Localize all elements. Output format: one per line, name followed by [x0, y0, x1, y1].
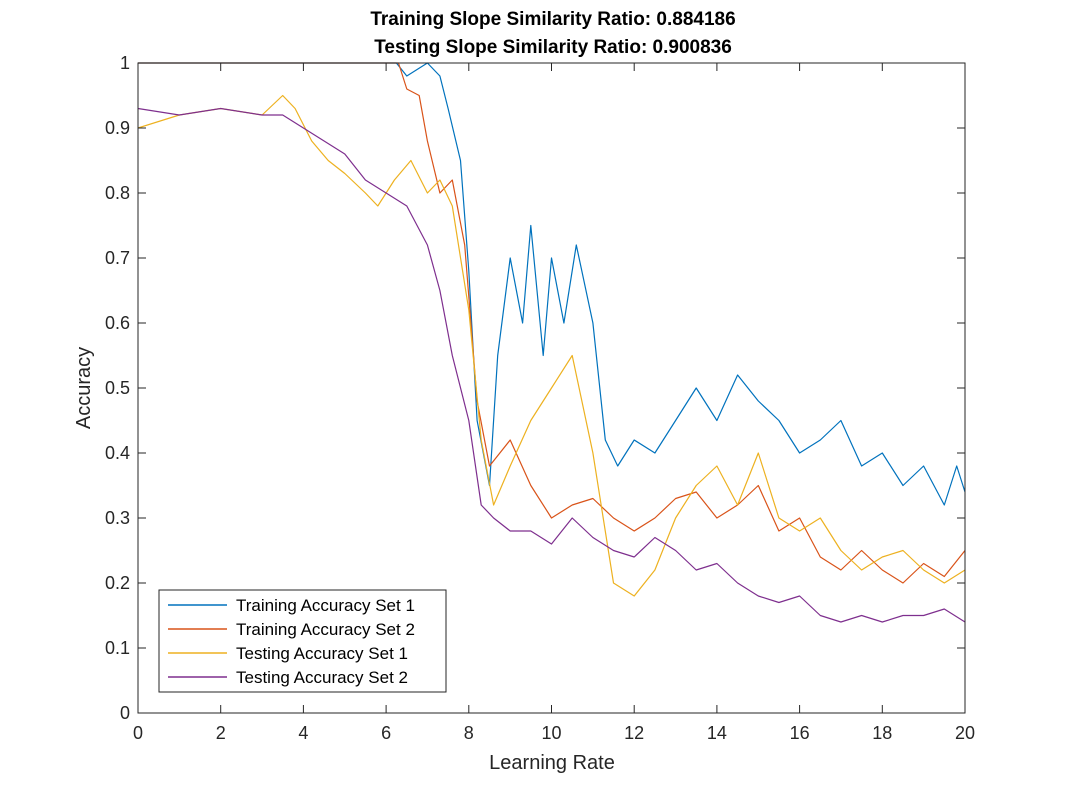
legend-box [158, 589, 447, 693]
x-tick-label: 6 [381, 723, 391, 743]
legend-items: Training Accuracy Set 1 Training Accuracy… [168, 596, 415, 687]
x-tick-label: 4 [298, 723, 308, 743]
y-tick-label: 0.5 [105, 378, 130, 398]
chart-title-line-1: Training Slope Similarity Ratio: 0.88418… [370, 9, 735, 30]
legend-label-3: Testing Accuracy Set 1 [236, 644, 408, 663]
x-tick-label: 12 [624, 723, 644, 743]
legend-label-2: Training Accuracy Set 2 [236, 620, 415, 639]
y-axis-label: Accuracy [73, 347, 95, 429]
series-line-1 [138, 62, 966, 506]
x-tick-label: 14 [707, 723, 727, 743]
y-tick-label: 0.6 [105, 313, 130, 333]
x-axis-label: Learning Rate [489, 752, 615, 774]
y-tick-label: 1 [120, 53, 130, 73]
y-tick-label: 0.4 [105, 443, 130, 463]
y-tick-label: 0.2 [105, 573, 130, 593]
series-line-3 [137, 94, 966, 597]
x-tick-label: 8 [464, 723, 474, 743]
x-tick-label: 0 [133, 723, 143, 743]
x-tick-label: 16 [790, 723, 810, 743]
legend: Training Accuracy Set 1 Training Accuracy… [158, 589, 447, 693]
x-tick-label: 2 [216, 723, 226, 743]
y-tick-label: 0.7 [105, 248, 130, 268]
axes-layer: 0 2 4 6 8 10 12 14 16 18 20 0 0.1 0.2 0.3 0.4 0.5 0.6 0.7 0… [105, 53, 975, 743]
series-line-4 [137, 107, 966, 623]
series-layer [137, 62, 966, 623]
x-tick-label: 20 [955, 723, 975, 743]
y-tick-label: 0.3 [105, 508, 130, 528]
legend-label-4: Testing Accuracy Set 2 [236, 668, 408, 687]
chart-title-line-2: Testing Slope Similarity Ratio: 0.900836 [374, 37, 732, 58]
y-tick-label: 0.8 [105, 183, 130, 203]
x-tick-label: 18 [872, 723, 892, 743]
y-tick-label: 0.1 [105, 638, 130, 658]
legend-label-1: Training Accuracy Set 1 [236, 596, 415, 615]
x-tick-label: 10 [541, 723, 561, 743]
y-tick-label: 0 [120, 703, 130, 723]
y-tick-label: 0.9 [105, 118, 130, 138]
